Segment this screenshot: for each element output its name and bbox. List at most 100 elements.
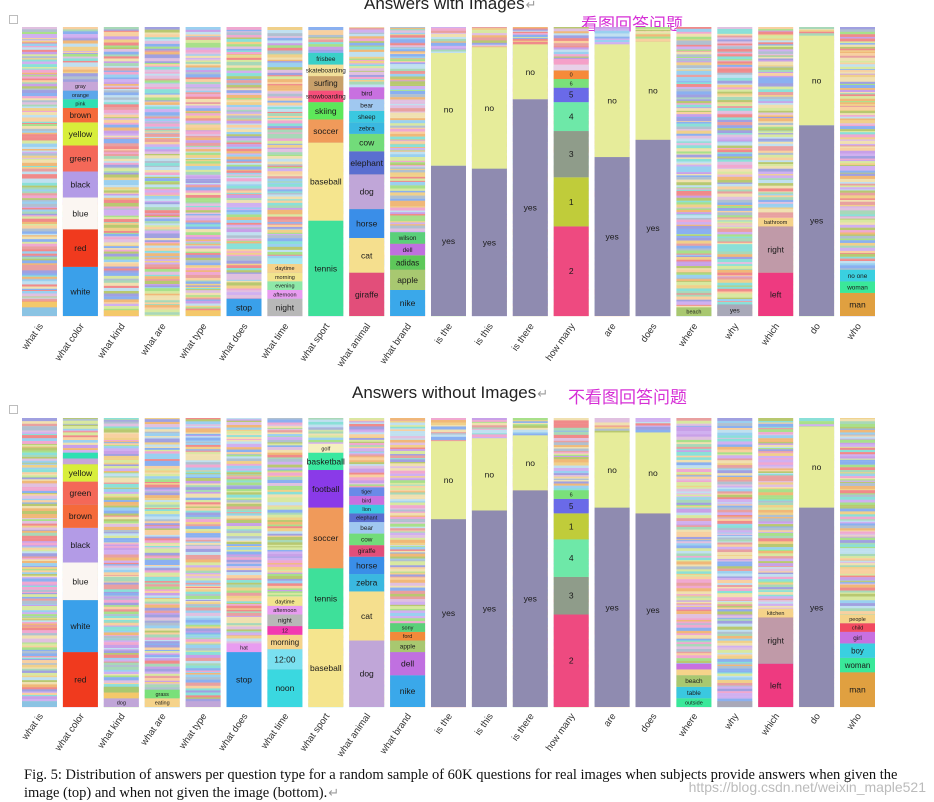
segment-label: no — [485, 469, 495, 479]
category-tick-label: which — [759, 321, 783, 348]
category-tick-label: who — [844, 711, 864, 732]
segment-label: brown — [69, 511, 92, 521]
segment-label: gray — [75, 84, 86, 90]
segment-label: yes — [483, 604, 496, 614]
segment-label: yes — [605, 602, 618, 612]
bar-segment — [554, 65, 589, 71]
segment-label: daytime — [275, 599, 294, 605]
segment-label: grass — [155, 692, 169, 698]
segment-label: black — [70, 179, 91, 189]
segment-label: no — [607, 465, 617, 475]
category-tick-label: do — [808, 711, 823, 726]
bar-what-is: what is — [19, 418, 57, 743]
segment-label: no — [485, 103, 495, 113]
bar-segment — [104, 687, 139, 693]
segment-label: soccer — [313, 126, 338, 136]
long-tail-stripes — [227, 27, 262, 316]
category-tick-label: what brand — [378, 711, 415, 757]
category-tick-label: how many — [544, 711, 578, 753]
segment-label: no — [444, 104, 454, 114]
segment-label: blue — [72, 208, 88, 218]
bar-segment — [22, 307, 57, 316]
segment-label: cat — [361, 250, 373, 260]
segment-label: 1 — [569, 197, 574, 207]
segment-label: cow — [359, 138, 375, 148]
segment-label: evening — [275, 284, 294, 290]
segment-label: hat — [240, 646, 248, 652]
segment-label: giraffe — [358, 548, 376, 555]
segment-label: morning — [275, 275, 295, 281]
segment-label: beach — [685, 678, 703, 685]
bar-segment — [63, 453, 98, 459]
segment-label: dog — [117, 701, 126, 707]
segment-label: nike — [400, 686, 416, 696]
category-tick-label: what does — [216, 321, 251, 364]
bar-what-time: noon12:00morning12nightafternoondaytimew… — [258, 418, 302, 752]
segment-label: 1 — [569, 521, 574, 531]
category-tick-label: why — [722, 711, 741, 732]
category-tick-label: what kind — [95, 321, 128, 361]
category-tick-label: what animal — [334, 321, 373, 370]
segment-label: no — [648, 86, 658, 96]
segment-label: dell — [401, 659, 414, 669]
segment-label: yes — [605, 232, 618, 242]
segment-label: bathroom — [764, 220, 788, 226]
segment-label: no — [812, 75, 822, 85]
category-tick-label: is this — [473, 711, 496, 737]
segment-label: elephant — [350, 158, 383, 168]
long-tail-stripes — [717, 418, 752, 707]
category-tick-label: is there — [510, 321, 537, 353]
category-tick-label: what is — [19, 711, 46, 743]
segment-label: afternoon — [273, 292, 296, 298]
segment-label: yes — [810, 216, 823, 226]
segment-label: left — [770, 680, 782, 690]
bar-segment — [22, 701, 57, 707]
segment-label: surfing — [314, 79, 338, 88]
segment-label: yellow — [69, 468, 93, 478]
category-tick-label: where — [676, 321, 700, 349]
segment-label: zebra — [356, 578, 378, 588]
segment-label: outside — [685, 701, 703, 707]
segment-label: right — [767, 636, 784, 646]
category-tick-label: what type — [177, 321, 210, 361]
segment-label: no — [648, 468, 658, 478]
segment-label: afternoon — [273, 608, 296, 614]
category-tick-label: how many — [544, 321, 578, 363]
category-tick-label: who — [844, 321, 864, 342]
segment-label: man — [849, 685, 866, 695]
bar-segment — [554, 59, 589, 65]
segment-label: dog — [360, 187, 374, 197]
chart-panel-without-images: what isredwhiteblueblackbrowngreenyellow… — [19, 418, 875, 760]
long-tail-stripes — [145, 27, 180, 316]
segment-label: no — [526, 458, 536, 468]
category-tick-label: does — [639, 321, 660, 344]
segment-label: bird — [361, 91, 372, 98]
segment-label: orange — [72, 93, 89, 99]
long-tail-stripes — [186, 418, 221, 707]
segment-label: tiger — [361, 490, 372, 496]
category-tick-label: is this — [473, 321, 496, 347]
segment-label: snowboarding — [306, 94, 346, 101]
segment-label: red — [74, 243, 87, 253]
segment-label: yes — [442, 608, 455, 618]
segment-label: brown — [70, 111, 92, 120]
segment-label: yes — [646, 605, 659, 615]
segment-label: no — [526, 67, 536, 77]
segment-label: baseball — [310, 663, 342, 673]
segment-label: wilson — [398, 235, 417, 242]
segment-label: table — [687, 690, 701, 697]
segment-label: 5 — [569, 502, 574, 511]
segment-label: 4 — [569, 553, 574, 563]
segment-label: yes — [810, 602, 823, 612]
segment-label: apple — [400, 644, 416, 651]
segment-label: cow — [361, 537, 373, 544]
segment-label: green — [70, 488, 92, 498]
category-tick-label: is there — [510, 711, 537, 743]
segment-label: nike — [400, 298, 416, 308]
